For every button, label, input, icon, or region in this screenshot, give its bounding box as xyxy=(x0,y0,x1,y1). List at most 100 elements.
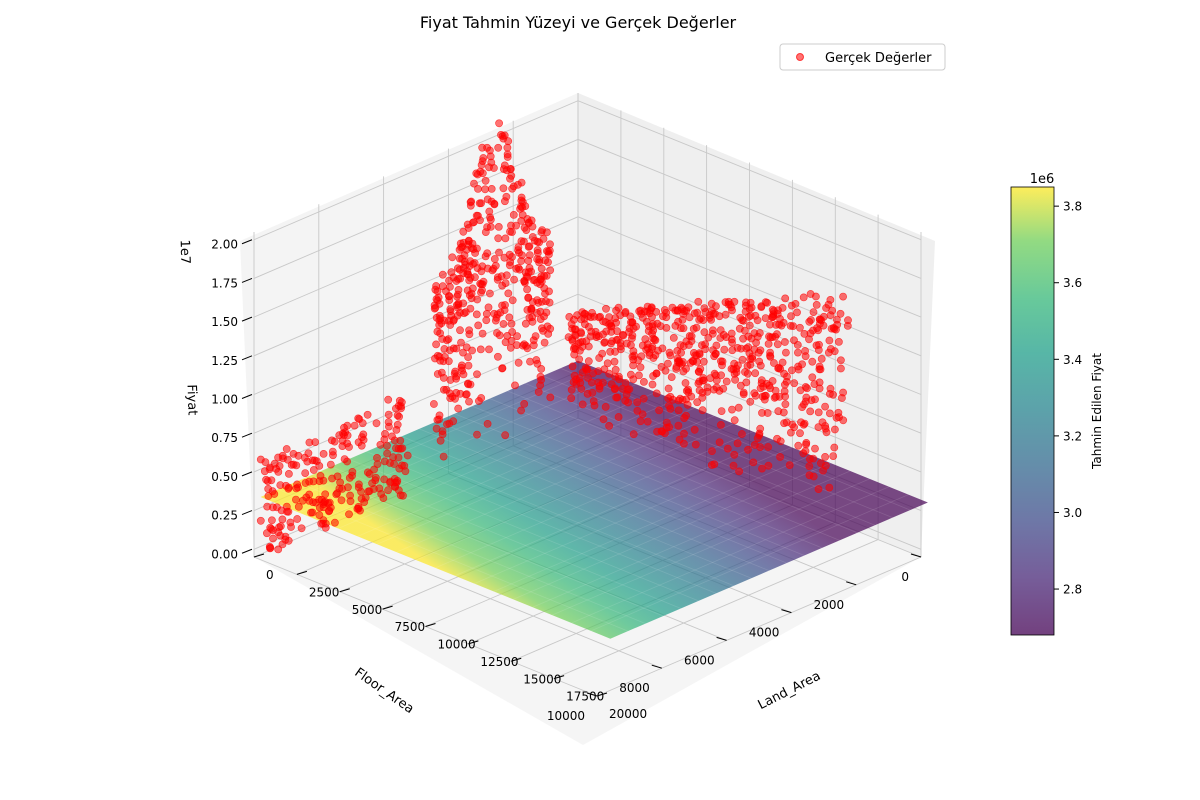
scatter-point xyxy=(485,207,494,216)
scatter-point xyxy=(781,294,790,303)
scatter-point xyxy=(730,450,739,459)
scatter-point xyxy=(330,437,339,446)
scatter-point xyxy=(495,119,503,128)
scatter-point xyxy=(317,519,326,528)
z-tick-label: 0.00 xyxy=(211,547,238,561)
scatter-point xyxy=(739,388,748,397)
scatter-point xyxy=(575,355,584,364)
scatter-point xyxy=(647,304,656,313)
scatter-point xyxy=(541,289,549,298)
scatter-point xyxy=(485,146,494,155)
scatter-point xyxy=(528,233,537,241)
scatter-point xyxy=(800,329,809,338)
scatter-point xyxy=(638,341,647,350)
scatter-point xyxy=(529,341,538,350)
scatter-point xyxy=(771,392,780,401)
scatter-point xyxy=(797,418,805,427)
scatter-point xyxy=(749,458,758,467)
scatter-point xyxy=(524,256,533,265)
surface-grid-line xyxy=(419,428,770,571)
scatter-point xyxy=(477,267,486,276)
scatter-point xyxy=(319,449,328,458)
scatter-point xyxy=(532,356,541,364)
scatter-point xyxy=(796,386,805,395)
scatter-point xyxy=(836,309,845,318)
scatter-point xyxy=(681,379,690,387)
scatter-point xyxy=(605,421,613,430)
scatter-point xyxy=(664,359,672,368)
scatter-point xyxy=(628,352,637,361)
scatter-point xyxy=(633,398,642,407)
scatter-point xyxy=(824,300,833,309)
scatter-point xyxy=(308,508,317,517)
scatter-point xyxy=(633,406,642,415)
scatter-point xyxy=(776,314,784,323)
scatter-point xyxy=(469,245,478,253)
scatter-point xyxy=(774,407,783,416)
scatter-point xyxy=(806,455,814,463)
scatter-point xyxy=(393,411,402,420)
scatter-point xyxy=(501,431,510,440)
scatter-point xyxy=(261,458,270,466)
scatter-point xyxy=(517,406,525,415)
y-tick-label: 2500 xyxy=(309,585,340,599)
scatter-point xyxy=(707,299,716,308)
scatter-point xyxy=(464,270,473,279)
scatter-point xyxy=(808,357,817,366)
scatter-point xyxy=(612,318,620,327)
scatter-point xyxy=(701,340,709,349)
scatter-point xyxy=(266,463,274,472)
scatter-point xyxy=(612,336,621,344)
scatter-point xyxy=(457,363,466,372)
scatter-point xyxy=(430,304,439,313)
scatter-point xyxy=(780,419,788,428)
scatter-point xyxy=(567,394,576,403)
scatter-point xyxy=(267,516,276,525)
scatter-point xyxy=(568,362,577,371)
scatter-point xyxy=(790,423,798,432)
scatter-point xyxy=(640,377,648,386)
scatter-point xyxy=(666,351,675,360)
scatter-point xyxy=(465,397,473,406)
scatter-point xyxy=(452,344,461,353)
scatter-point xyxy=(499,165,508,173)
scatter-point xyxy=(517,257,526,265)
scatter-point xyxy=(524,293,533,302)
scatter-point xyxy=(482,309,491,318)
x-axis-label: Floor_Area xyxy=(352,665,417,717)
scatter-point xyxy=(311,438,320,446)
scatter-point xyxy=(292,461,301,470)
scatter-point xyxy=(477,161,486,169)
scatter-point xyxy=(348,471,356,480)
surface-grid-line xyxy=(507,390,858,534)
scatter-point xyxy=(514,246,522,254)
scatter-point xyxy=(766,320,774,329)
scatter-point xyxy=(508,184,517,193)
scatter-point xyxy=(284,469,293,478)
y-tick-mark xyxy=(511,657,522,662)
scatter-point xyxy=(503,143,512,152)
scatter-point xyxy=(453,292,461,301)
y-tick-label: 0 xyxy=(266,568,274,582)
x-tick-mark xyxy=(781,609,792,614)
scatter-point xyxy=(755,357,764,366)
x-tick-mark xyxy=(651,664,662,669)
colorbar-tick-label: 2.8 xyxy=(1063,583,1082,597)
x-tick-mark xyxy=(586,692,598,697)
scatter-point xyxy=(788,366,796,375)
scatter-point xyxy=(796,323,804,332)
scatter-point xyxy=(284,483,293,492)
scatter-point xyxy=(301,469,310,477)
scatter-point xyxy=(791,299,800,308)
surface-grid-line xyxy=(551,478,870,616)
scatter-point xyxy=(572,375,580,384)
z-tick-label: 0.75 xyxy=(211,431,238,445)
colorbar-tick-label: 3.0 xyxy=(1063,506,1082,520)
scatter-point xyxy=(357,494,366,503)
scatter-point xyxy=(578,400,587,409)
scatter-point xyxy=(504,289,513,298)
scatter-point xyxy=(476,279,485,288)
scatter-point xyxy=(270,490,279,498)
colorbar-bar xyxy=(1010,186,1055,636)
scatter-point xyxy=(384,486,392,495)
